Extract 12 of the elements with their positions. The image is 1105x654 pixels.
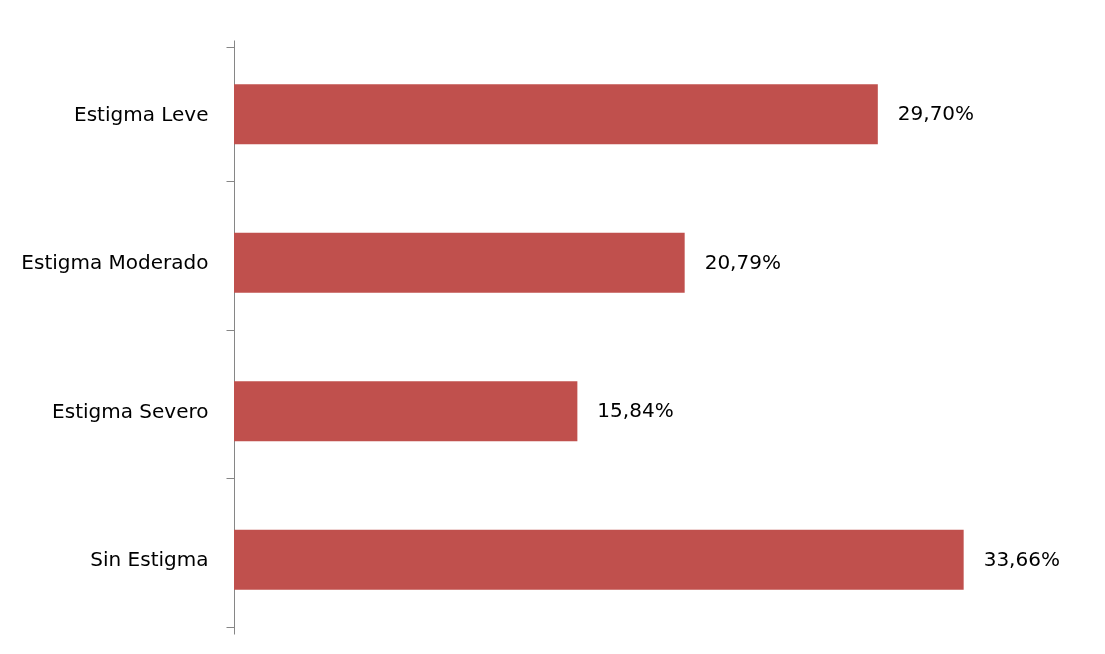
y-tick-label: Sin Estigma [90,547,209,572]
bar [234,529,964,590]
y-tick-label: Estigma Moderado [21,250,209,275]
data-label: 33,66% [983,546,1060,571]
bar [234,232,685,293]
y-tick-label: Estigma Leve [74,101,209,126]
y-tick-label: Estigma Severo [52,398,209,423]
data-label: 29,70% [897,101,975,126]
data-label: 15,84% [597,398,674,423]
bar [234,381,578,442]
bar [234,84,878,145]
data-label: 20,79% [704,249,781,274]
